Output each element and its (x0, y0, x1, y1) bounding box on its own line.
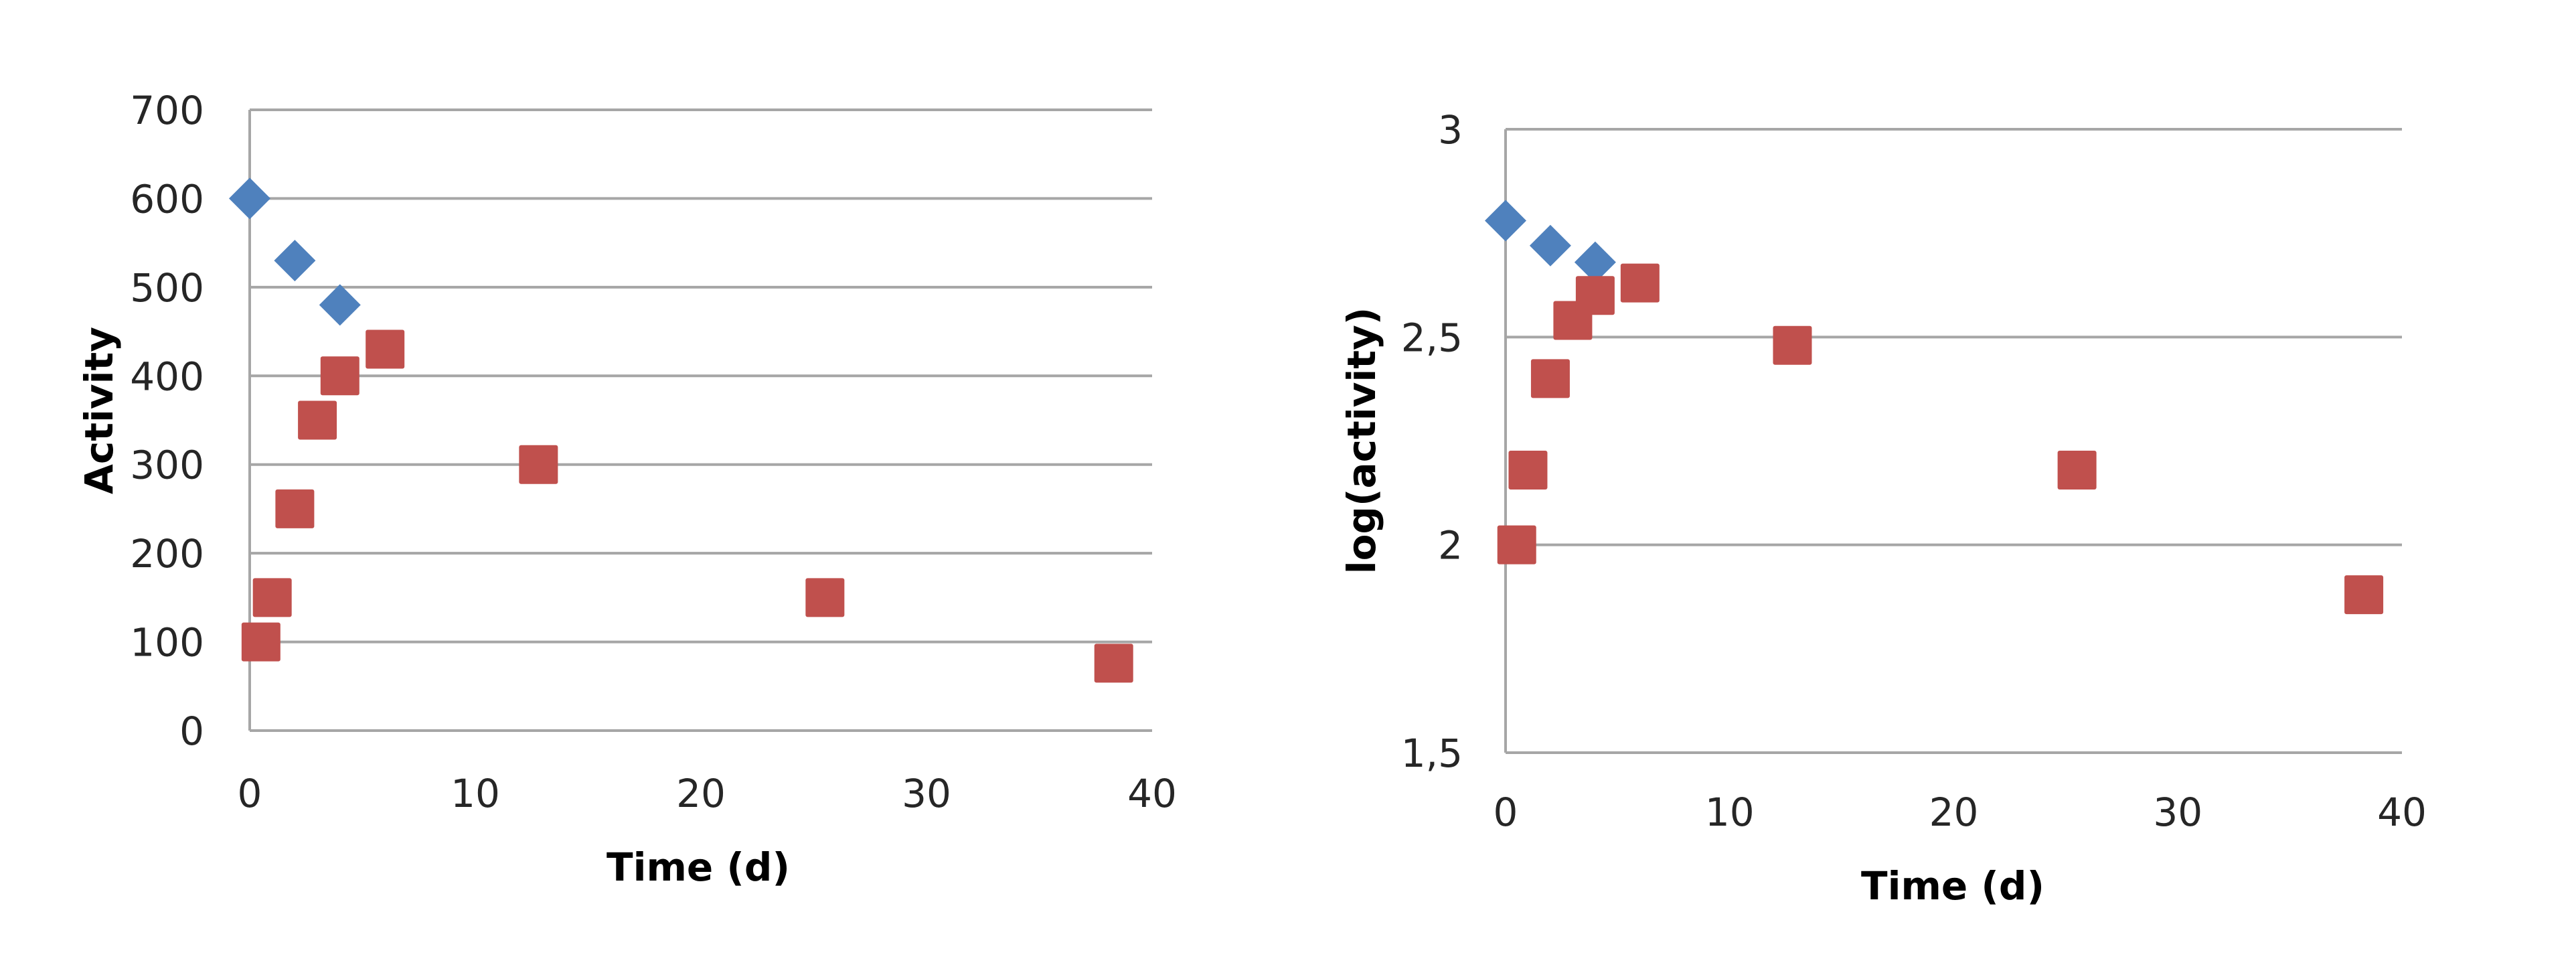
y-tick-label: 200 (130, 531, 204, 577)
square-marker (1773, 325, 1812, 365)
log-activity-markers (1485, 200, 2384, 615)
square-marker (2344, 575, 2384, 615)
diamond-marker (319, 284, 361, 326)
square-marker (252, 578, 292, 617)
diamond-marker (229, 177, 270, 220)
activity-x-axis-title: Time (d) (607, 844, 790, 890)
log-activity-x-tick-labels: 0 10 20 30 40 (1494, 790, 2427, 835)
square-marker (275, 489, 315, 528)
x-tick-label: 20 (1929, 790, 1979, 835)
log-activity-gridlines (1506, 128, 2402, 754)
square-marker (298, 400, 337, 440)
y-tick-label: 700 (130, 88, 204, 133)
diamond-marker (274, 240, 316, 282)
y-tick-label: 100 (130, 620, 204, 666)
square-marker (1497, 525, 1536, 565)
square-marker (241, 622, 280, 662)
diamond-marker (1529, 224, 1571, 267)
square-marker (2057, 450, 2097, 490)
square-marker (1094, 644, 1133, 683)
square-marker (1530, 359, 1570, 398)
diamond-marker (1574, 241, 1616, 283)
y-tick-label: 0 (179, 708, 204, 754)
x-tick-label: 0 (238, 771, 262, 816)
square-marker (1575, 276, 1615, 315)
x-tick-label: 30 (902, 771, 951, 816)
x-tick-label: 0 (1494, 790, 1518, 835)
log-activity-x-axis-title: Time (d) (1861, 863, 2044, 909)
x-tick-label: 10 (1705, 790, 1755, 835)
activity-x-tick-labels: 0 10 20 30 40 (238, 771, 1177, 816)
diamond-marker (1485, 200, 1526, 242)
y-tick-label: 3 (1438, 107, 1463, 153)
activity-chart: 0 100 200 300 400 500 600 700 0 10 20 30 40 Time (d… (76, 88, 1177, 890)
square-marker (519, 445, 558, 484)
square-marker (1620, 263, 1660, 303)
log-activity-y-tick-labels: 1,5 2 2,5 3 (1401, 107, 1463, 776)
x-tick-label: 40 (2377, 790, 2427, 835)
y-tick-label: 300 (130, 443, 204, 488)
x-tick-label: 40 (1127, 771, 1177, 816)
activity-markers (229, 177, 1133, 683)
square-marker (366, 329, 405, 369)
activity-gridlines (250, 108, 1152, 732)
activity-y-tick-labels: 0 100 200 300 400 500 600 700 (130, 88, 204, 754)
y-tick-label: 2 (1438, 523, 1463, 569)
y-tick-label: 600 (130, 176, 204, 222)
log-activity-chart: 1,5 2 2,5 3 0 10 20 30 40 Time (d) log(activity… (1339, 107, 2427, 909)
y-tick-label: 500 (130, 265, 204, 311)
y-tick-label: 1,5 (1401, 731, 1463, 776)
log-activity-y-axis-title: log(activity) (1339, 307, 1384, 575)
x-tick-label: 20 (676, 771, 726, 816)
x-tick-label: 30 (2153, 790, 2202, 835)
square-marker (320, 356, 359, 396)
y-tick-label: 400 (130, 354, 204, 399)
square-marker (805, 578, 845, 617)
y-tick-label: 2,5 (1401, 315, 1463, 360)
activity-y-axis-title: Activity (76, 327, 122, 494)
x-tick-label: 10 (451, 771, 500, 816)
square-marker (1508, 450, 1548, 490)
